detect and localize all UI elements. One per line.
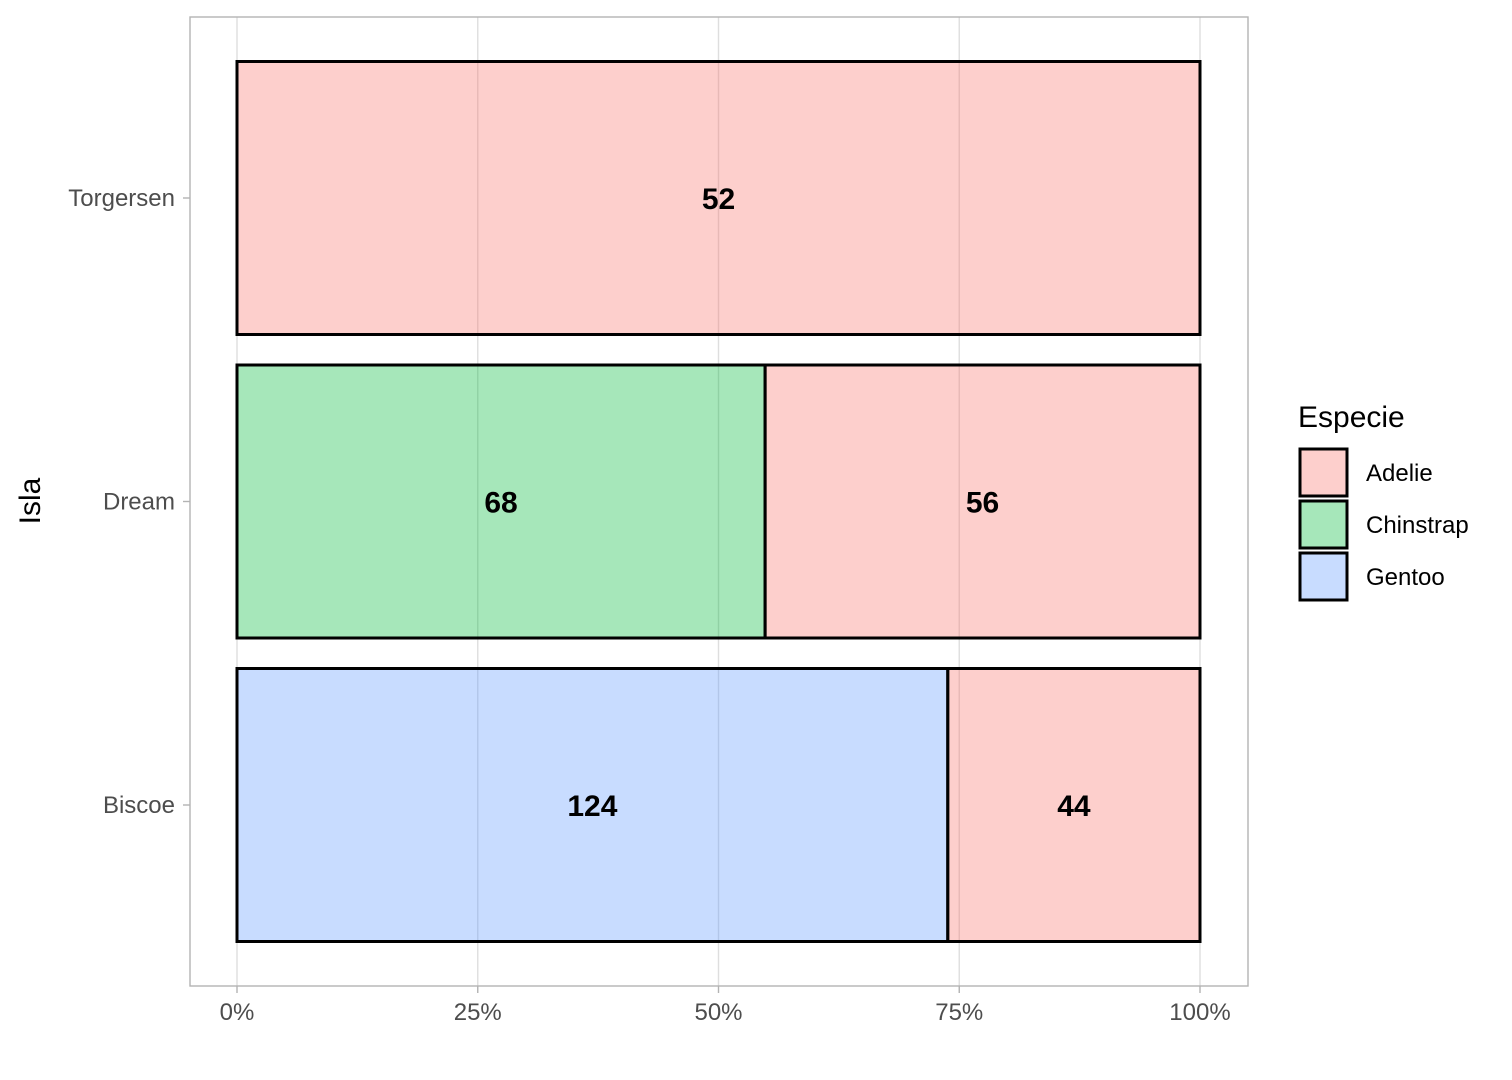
y-tick-label: Torgersen — [68, 185, 175, 212]
data-label: 44 — [1057, 790, 1091, 823]
y-tick-label: Dream — [103, 489, 175, 516]
x-axis: 0% 25% 50% 75% 100% — [220, 986, 1231, 1026]
legend-key-chinstrap — [1298, 499, 1349, 550]
bar-segment-torgersen-adelie — [235, 60, 1202, 336]
legend-key-gentoo — [1298, 551, 1349, 602]
legend-label-chinstrap: Chinstrap — [1366, 512, 1469, 539]
x-tick-label: 0% — [220, 999, 255, 1026]
legend-label-adelie: Adelie — [1366, 460, 1433, 487]
x-tick-label: 50% — [694, 999, 742, 1026]
data-labels-layer: 52 68 56 124 44 — [484, 183, 1091, 823]
legend-title: Especie — [1298, 401, 1405, 434]
data-label: 52 — [702, 183, 735, 216]
x-tick-label: 25% — [454, 999, 502, 1026]
bar-segment-dream-adelie — [763, 363, 1202, 640]
legend-key-background — [1300, 501, 1347, 548]
x-tick-label: 75% — [935, 999, 983, 1026]
y-tick-label: Biscoe — [103, 792, 175, 819]
legend: Especie Adelie Chinstrap Gentoo — [1298, 401, 1469, 602]
legend-key-adelie — [1298, 447, 1349, 498]
data-label: 124 — [567, 790, 617, 823]
bar-segment-biscoe-adelie — [946, 667, 1202, 943]
legend-label-gentoo: Gentoo — [1366, 564, 1445, 591]
bars-layer — [235, 60, 1202, 943]
legend-key-background — [1300, 553, 1347, 600]
legend-key-background — [1300, 449, 1347, 496]
x-tick-label: 100% — [1169, 999, 1230, 1026]
y-axis: Torgersen Dream Biscoe — [68, 185, 190, 819]
y-axis-title: Isla — [14, 477, 47, 524]
data-label: 68 — [484, 487, 517, 520]
bar-segment-dream-chinstrap — [235, 363, 767, 640]
data-label: 56 — [966, 487, 999, 520]
